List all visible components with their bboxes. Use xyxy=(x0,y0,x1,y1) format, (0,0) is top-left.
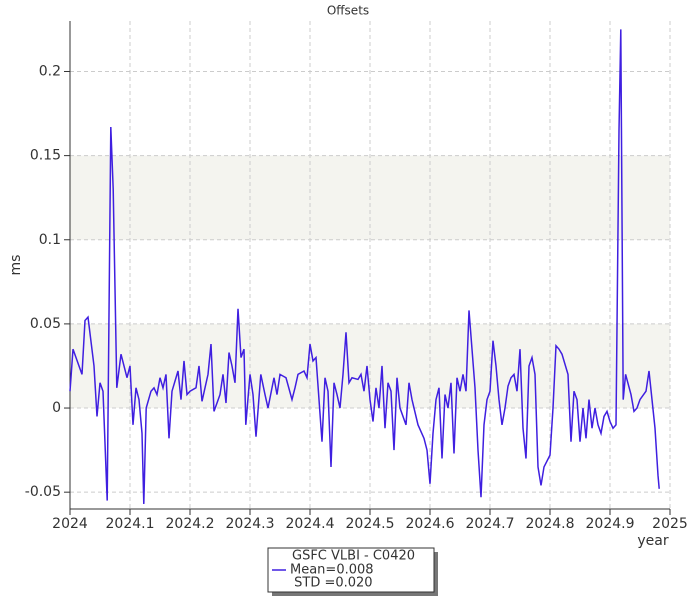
x-axis-label: year xyxy=(637,533,668,549)
x-tick-label: 2024 xyxy=(52,516,88,532)
series-line xyxy=(69,29,660,504)
x-tick-label: 2025 xyxy=(652,516,688,532)
legend-box xyxy=(267,547,435,593)
x-tick-label: 2024.6 xyxy=(406,516,455,532)
chart-title: Offsets xyxy=(327,4,369,18)
x-tick-label: 2024.4 xyxy=(286,516,335,532)
x-tick-label: 2024.5 xyxy=(346,516,395,532)
x-tick-label: 2024.2 xyxy=(166,516,215,532)
legend-stat: STD =0.020 xyxy=(290,576,373,591)
y-tick-label: 0.05 xyxy=(30,316,61,332)
y-tick-label: -0.05 xyxy=(25,484,61,500)
y-axis-label: ms xyxy=(8,255,24,276)
x-tick-label: 2024.3 xyxy=(226,516,275,532)
legend-label: GSFC VLBI - C0420 xyxy=(292,549,415,564)
x-tick-label: 2024.1 xyxy=(106,516,155,532)
x-tick-label: 2024.7 xyxy=(466,516,515,532)
y-tick-label: 0 xyxy=(52,400,61,416)
x-tick-label: 2024.9 xyxy=(586,516,635,532)
y-tick-label: 0.1 xyxy=(39,232,61,248)
legend-stat: Mean=0.008 xyxy=(290,563,374,578)
x-tick-label: 2024.8 xyxy=(526,516,575,532)
y-tick-label: 0.2 xyxy=(39,63,61,79)
y-tick-label: 0.15 xyxy=(30,148,61,164)
